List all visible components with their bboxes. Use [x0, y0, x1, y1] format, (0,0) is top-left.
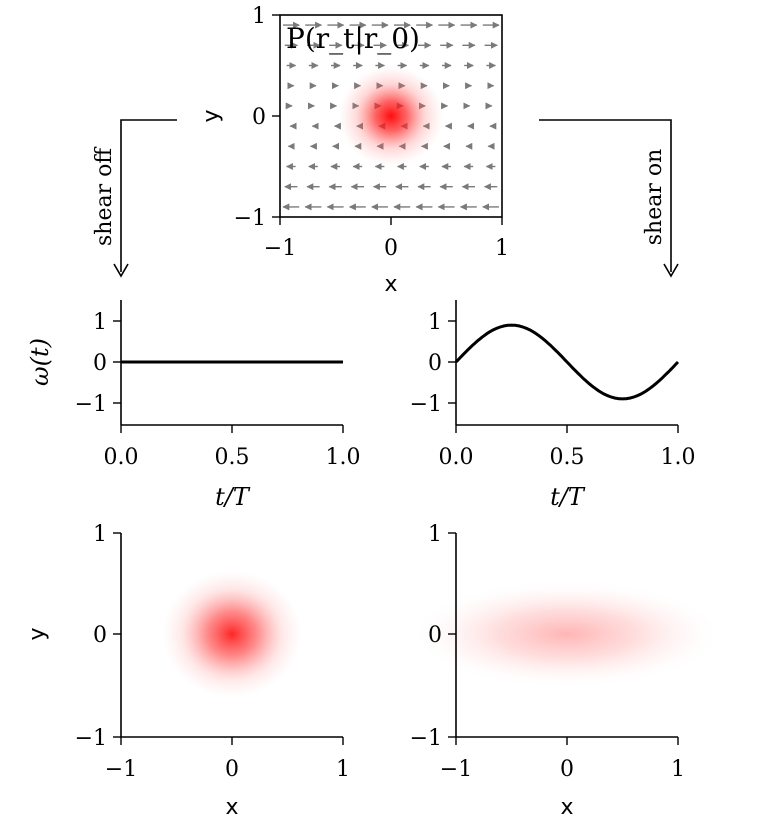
omega-on-ytick-label: 0	[428, 351, 442, 376]
omega-off-ytick-label: −1	[75, 392, 107, 417]
result-on-xtick-label: 1	[671, 757, 685, 782]
omega-on-xtick-label: 0.5	[550, 445, 585, 470]
result-off-y-axis-label: y	[25, 627, 50, 640]
diffused-distribution-blob	[162, 570, 302, 698]
result-on-ytick-label: −1	[410, 726, 442, 751]
top-title: P(r_t|r_0)	[286, 22, 420, 55]
top-xtick-label: −1	[264, 236, 296, 261]
result-on-ytick-label: 1	[428, 522, 442, 547]
top-y-ticks: 1 0 −1	[234, 4, 280, 231]
omega-on-x-ticks: 0.0 0.5 1.0	[439, 425, 696, 470]
omega-off-xtick-label: 0.5	[215, 445, 250, 470]
result-off-panel: 1 0 −1 −1 0 1 x y	[25, 522, 350, 820]
omega-off-ytick-label: 1	[93, 310, 107, 335]
shear-on-label: shear on	[642, 149, 667, 246]
result-off-xtick-label: 1	[336, 757, 350, 782]
omega-on-series-line	[454, 323, 680, 401]
result-off-y-ticks: 1 0 −1	[75, 522, 121, 751]
omega-off-xtick-label: 1.0	[326, 445, 361, 470]
result-off-x-ticks: −1 0 1	[105, 737, 350, 782]
omega-off-panel: 1 0 −1 0.0 0.5 1.0 t/T ω(t)	[26, 300, 361, 511]
result-off-xtick-label: −1	[105, 757, 137, 782]
down-arrow-icon	[113, 263, 129, 278]
omega-off-y-ticks: 1 0 −1	[75, 310, 121, 417]
omega-off-xtick-label: 0.0	[104, 445, 139, 470]
result-on-xtick-label: −1	[440, 757, 472, 782]
result-on-panel: 1 0 −1 −1 0 1 x	[410, 522, 717, 820]
result-on-x-ticks: −1 0 1	[440, 737, 685, 782]
omega-on-y-ticks: 1 0 −1	[410, 310, 456, 417]
omega-on-ytick-label: −1	[410, 392, 442, 417]
result-off-ytick-label: −1	[75, 726, 107, 751]
omega-on-xtick-label: 1.0	[661, 445, 696, 470]
shear-off-branch: shear off	[92, 119, 177, 278]
result-on-x-axis-label: x	[560, 795, 573, 820]
top-ytick-label: 1	[252, 4, 266, 29]
omega-off-x-axis-label: t/T	[215, 483, 251, 511]
omega-on-xtick-label: 0.0	[439, 445, 474, 470]
result-off-xtick-label: 0	[225, 757, 239, 782]
omega-on-x-axis-label: t/T	[550, 483, 586, 511]
top-x-axis-label: x	[384, 272, 397, 297]
omega-off-ytick-label: 0	[93, 351, 107, 376]
sheared-distribution-blob	[417, 582, 717, 686]
shear-vector-field	[282, 21, 500, 211]
top-ytick-label: 0	[252, 105, 266, 130]
top-panel: P(r_t|r_0) −1 0 1 1 0 −1 x y	[199, 4, 509, 297]
omega-y-axis-label: ω(t)	[26, 338, 54, 386]
result-off-ytick-label: 0	[93, 623, 107, 648]
omega-on-panel: 1 0 −1 0.0 0.5 1.0 t/T	[410, 300, 696, 511]
omega-off-x-ticks: 0.0 0.5 1.0	[104, 425, 361, 470]
top-xtick-label: 1	[495, 236, 509, 261]
omega-on-ytick-label: 1	[428, 310, 442, 335]
top-x-ticks: −1 0 1	[264, 217, 509, 261]
result-off-x-axis-label: x	[225, 795, 238, 820]
initial-distribution-blob	[339, 66, 443, 166]
top-y-axis-label: y	[199, 109, 224, 122]
result-on-ytick-label: 0	[428, 623, 442, 648]
result-off-ytick-label: 1	[93, 522, 107, 547]
top-ytick-label: −1	[234, 206, 266, 231]
result-on-xtick-label: 0	[560, 757, 574, 782]
shear-on-branch: shear on	[539, 119, 679, 278]
result-on-y-ticks: 1 0 −1	[410, 522, 456, 751]
top-xtick-label: 0	[384, 236, 398, 261]
down-arrow-icon	[663, 263, 679, 278]
shear-off-label: shear off	[92, 147, 117, 246]
